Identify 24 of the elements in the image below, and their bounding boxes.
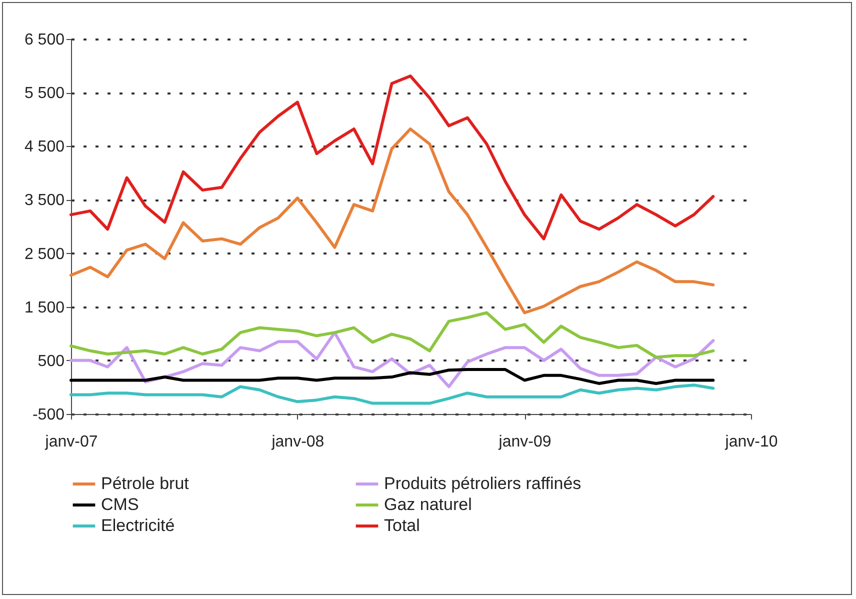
x-tick-label: janv-08 [270, 434, 324, 450]
y-tick-label: 2 500 [24, 246, 65, 263]
legend-label: Gaz naturel [384, 495, 472, 514]
line-series [70, 128, 715, 314]
legend-label: Electricité [101, 516, 175, 535]
legend-label: Pétrole brut [101, 474, 190, 493]
y-tick-label: 500 [38, 352, 65, 370]
x-tick-label: janv-09 [498, 434, 552, 450]
y-tick-label: 6 500 [24, 32, 65, 48]
legend-label: CMS [101, 495, 139, 514]
legend-label: Produits pétroliers raffinés [384, 474, 582, 493]
line-series [70, 74, 715, 240]
line-series [70, 331, 715, 388]
line-series [70, 311, 715, 359]
y-tick-label: 4 500 [24, 138, 65, 156]
line-series [70, 384, 715, 405]
x-tick-label: janv-07 [44, 434, 98, 450]
y-tick-label: 1 500 [24, 299, 65, 316]
x-tick-label: janv-10 [724, 434, 778, 450]
y-tick-label: -500 [32, 406, 65, 424]
line-series [70, 368, 715, 385]
legend-label: Total [384, 516, 420, 535]
y-tick-label: 5 500 [24, 85, 65, 102]
y-tick-label: 3 500 [24, 192, 65, 210]
